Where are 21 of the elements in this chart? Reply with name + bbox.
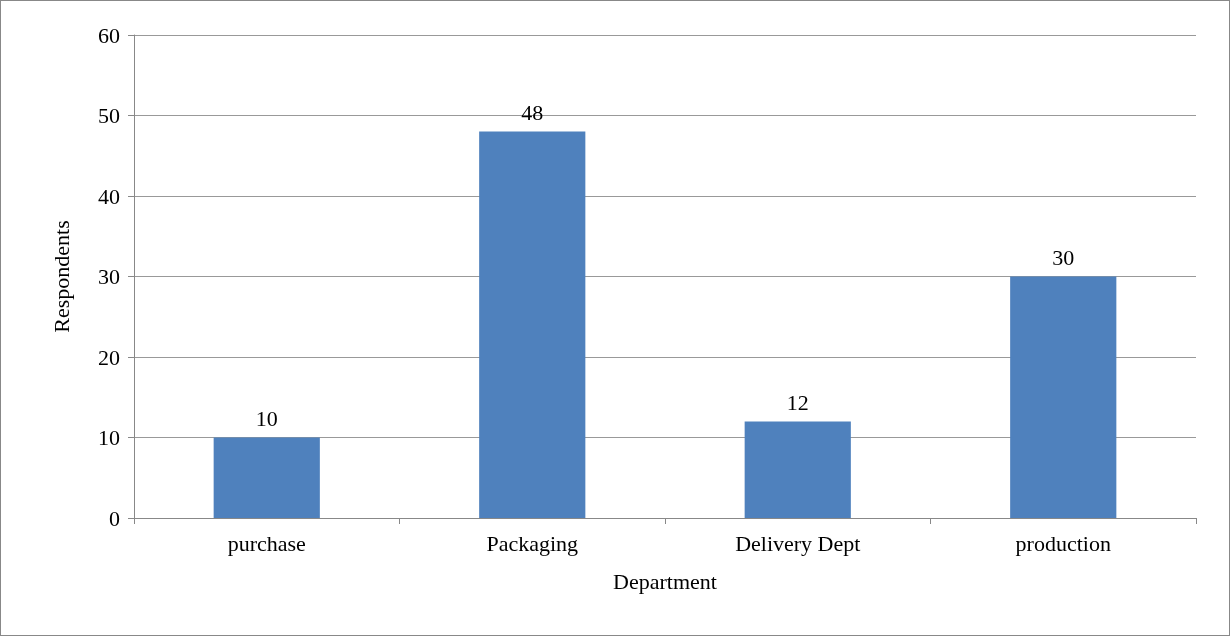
y-tick-label: 10 [98,425,120,450]
x-tick-label: purchase [227,530,306,556]
data-label: 30 [1052,245,1075,270]
y-tick-label: 30 [98,264,120,289]
x-axis-title: Department [613,568,717,594]
x-tick-label: production [1015,530,1111,556]
data-label: 10 [255,406,278,431]
bar [1010,276,1117,518]
y-tick-label: 0 [109,505,120,531]
x-tick-label: Delivery Dept [735,530,861,556]
y-tick-label: 20 [98,344,120,370]
data-label: 48 [521,100,544,126]
bar [744,421,851,518]
data-label: 12 [786,389,809,415]
y-tick-label: 40 [98,183,120,209]
bar [479,131,586,518]
y-axis-title: Respondents [48,220,74,333]
y-tick-label: 60 [98,22,120,48]
y-tick-label: 50 [98,103,120,128]
bar [213,437,320,518]
x-tick-label: Packaging [486,530,579,556]
